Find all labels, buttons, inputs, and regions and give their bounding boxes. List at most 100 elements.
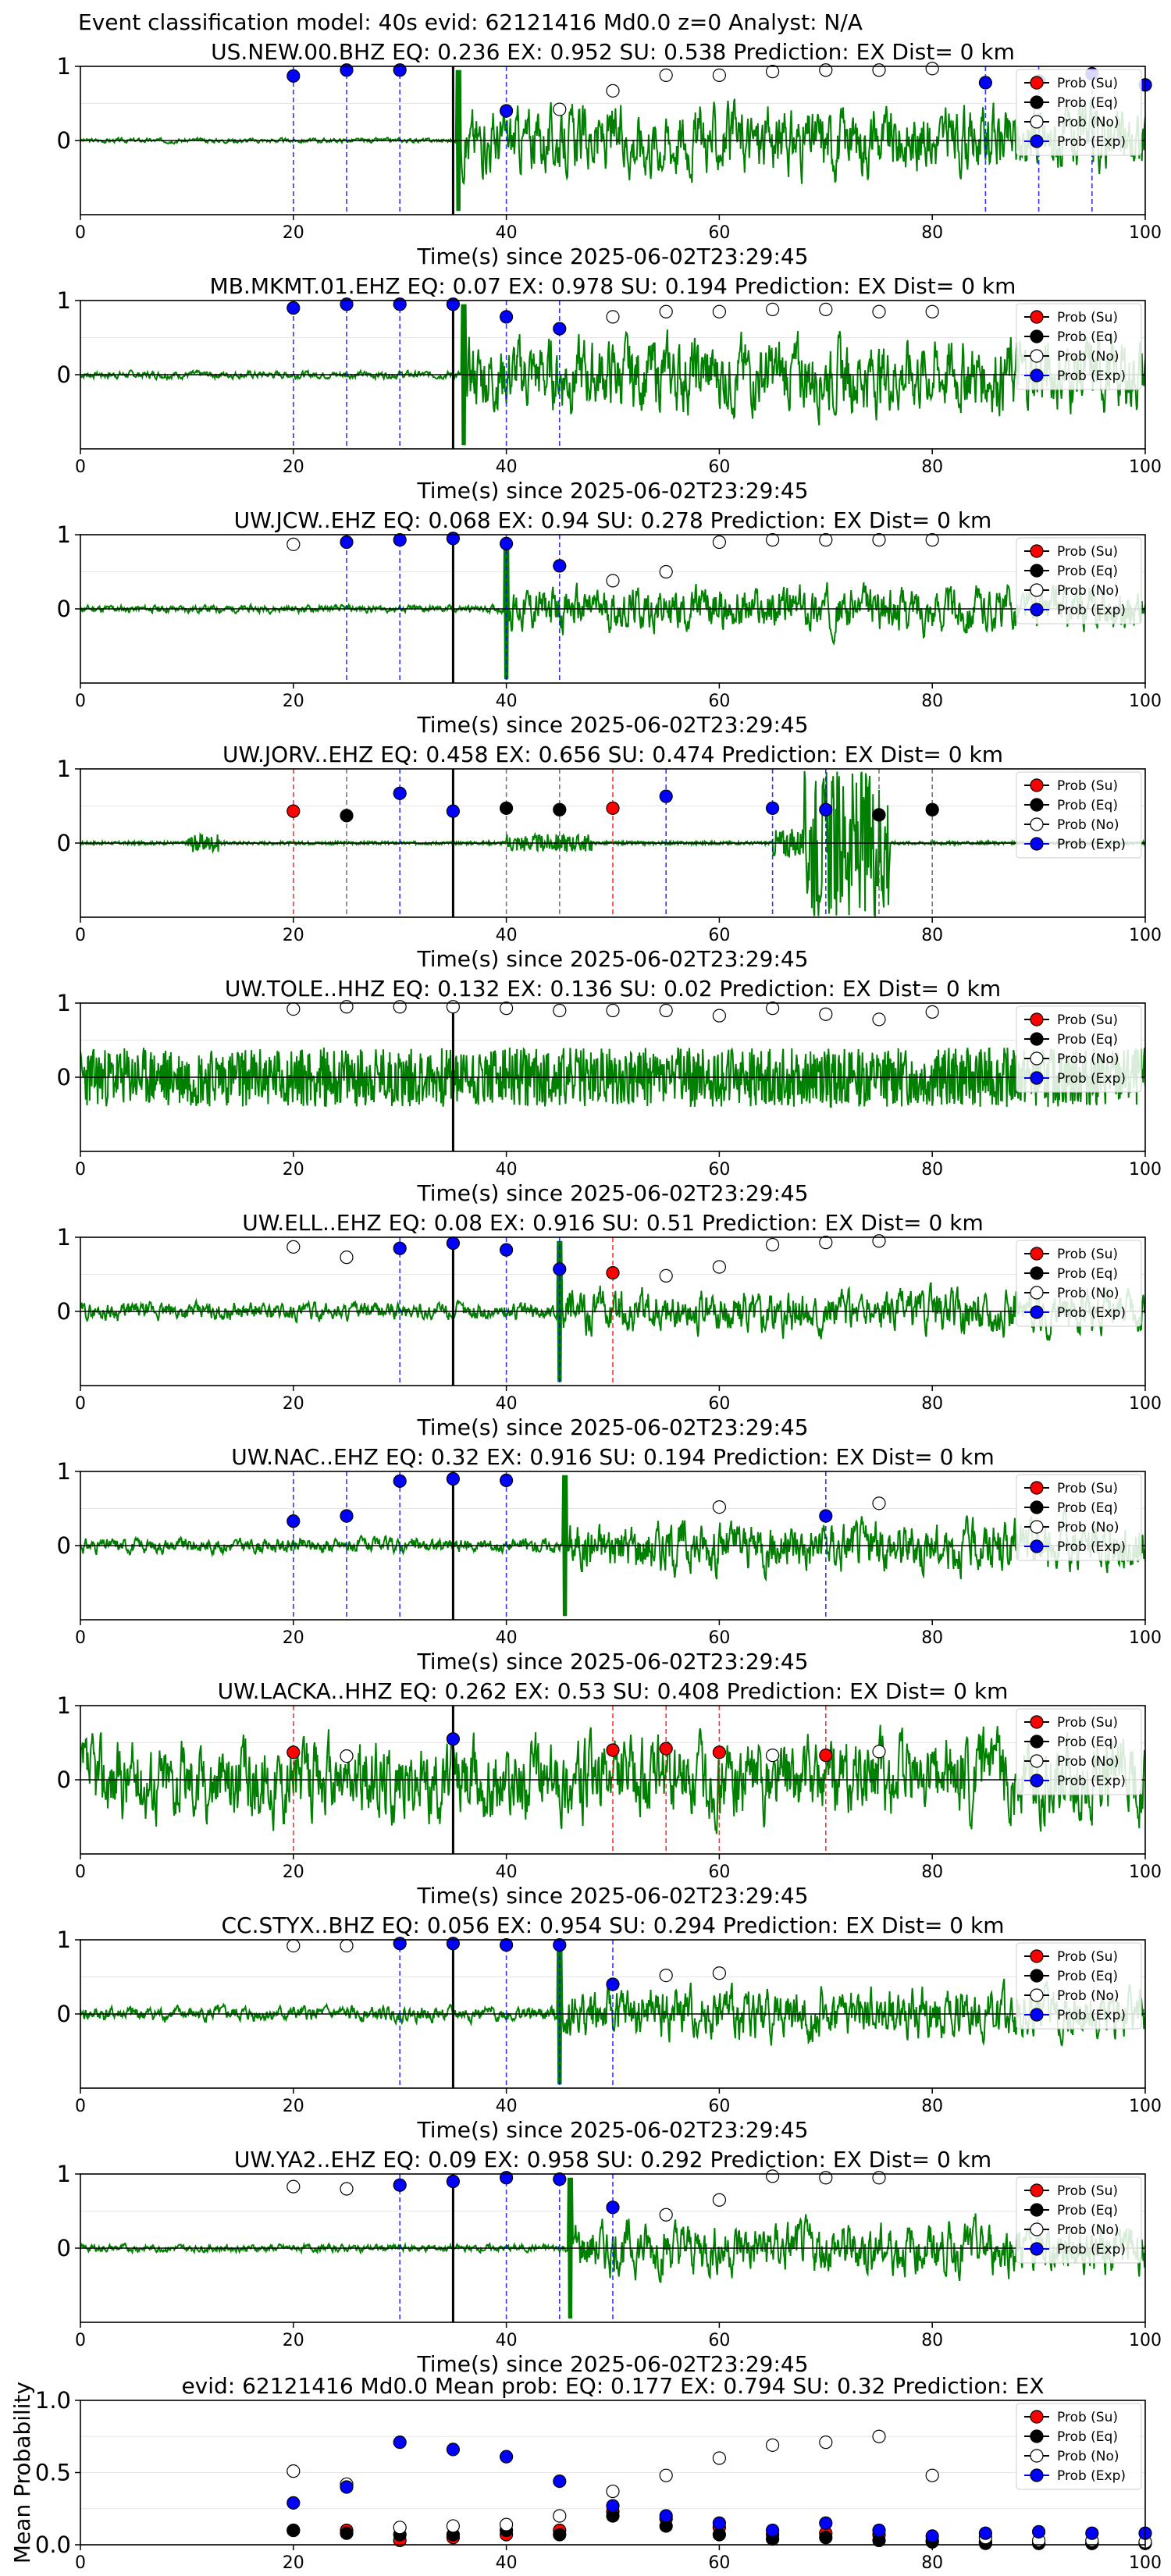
prob-point-su — [606, 1265, 620, 1280]
legend-box — [1016, 1474, 1142, 1561]
prob-point-eq — [499, 801, 514, 815]
chart-panel-1: US.NEW.00.BHZ EQ: 0.236 EX: 0.952 SU: 0.… — [57, 39, 1162, 269]
legend-box — [1016, 1942, 1142, 2030]
legend-entry: Prob (Su) — [1057, 778, 1118, 794]
prob-point-no — [712, 68, 727, 83]
mean-point-eq — [819, 2531, 833, 2545]
legend-box — [1016, 2403, 1142, 2490]
prob-point-exp — [446, 804, 461, 818]
prob-point-no — [925, 1005, 939, 1019]
x-tick-label: 100 — [1129, 2331, 1162, 2350]
y-tick-label: 0 — [57, 1532, 71, 1559]
x-tick-label: 40 — [496, 1628, 518, 1648]
prob-point-no — [819, 533, 833, 547]
mean-point-no — [872, 2429, 886, 2443]
x-tick-label: 100 — [1129, 1394, 1162, 1414]
prob-point-no — [925, 62, 939, 76]
prob-point-no — [872, 1012, 886, 1026]
legend-marker — [1030, 778, 1044, 792]
x-tick-label: 80 — [921, 692, 943, 711]
prob-point-no — [765, 65, 780, 79]
panel-title: UW.JORV..EHZ EQ: 0.458 EX: 0.656 SU: 0.4… — [222, 742, 1003, 767]
prob-point-exp — [393, 1474, 407, 1488]
legend-marker — [1030, 1539, 1044, 1553]
legend-marker — [1030, 583, 1044, 597]
legend-entry: Prob (Su) — [1057, 2183, 1118, 2199]
x-tick-label: 0 — [75, 926, 86, 945]
legend-marker — [1030, 1735, 1044, 1749]
prob-point-exp — [499, 310, 514, 324]
prob-point-no — [819, 63, 833, 77]
x-tick-label: 80 — [921, 223, 943, 243]
x-tick-label: 20 — [283, 2553, 304, 2573]
mean-point-exp — [499, 2450, 514, 2464]
y-tick-label: 0.0 — [35, 2532, 71, 2558]
prob-point-no — [765, 1237, 780, 1252]
prob-point-no — [712, 304, 727, 318]
legend-marker — [1030, 2468, 1044, 2482]
prob-point-no — [606, 574, 620, 588]
prob-point-exp — [659, 789, 673, 803]
y-tick-label: 1 — [57, 1692, 71, 1719]
prob-point-no — [340, 1939, 354, 1953]
legend-entry: Prob (Eq) — [1057, 329, 1118, 345]
legend-marker — [1030, 2429, 1044, 2443]
legend-entry: Prob (Exp) — [1057, 1539, 1126, 1555]
prob-point-exp — [553, 559, 567, 573]
legend-marker — [1030, 1032, 1044, 1046]
x-tick-label: 100 — [1129, 1160, 1162, 1179]
panel-title: UW.TOLE..HHZ EQ: 0.132 EX: 0.136 SU: 0.0… — [225, 976, 1001, 1002]
chart-panel-2: MB.MKMT.01.EHZ EQ: 0.07 EX: 0.978 SU: 0.… — [57, 273, 1162, 503]
x-tick-label: 60 — [708, 457, 730, 477]
prob-point-exp — [393, 63, 407, 77]
y-tick-label: 1 — [57, 1458, 71, 1485]
legend-box — [1016, 771, 1142, 859]
x-tick-label: 100 — [1129, 457, 1162, 477]
prob-point-no — [712, 1500, 727, 1514]
x-axis-label: Time(s) since 2025-06-02T23:29:45 — [416, 244, 808, 269]
legend-marker — [1030, 95, 1044, 109]
x-tick-label: 0 — [75, 2097, 86, 2116]
legend-marker — [1030, 1969, 1044, 1983]
prob-point-exp — [499, 1473, 514, 1488]
x-tick-label: 20 — [283, 926, 304, 945]
x-tick-label: 0 — [75, 2553, 86, 2573]
legend-marker — [1030, 837, 1044, 851]
y-tick-label: 0 — [57, 1298, 71, 1325]
x-axis-label: Time(s) since 2025-06-02T23:29:45 — [416, 1414, 808, 1440]
prob-point-exp — [446, 1937, 461, 1951]
legend-marker — [1030, 134, 1044, 148]
x-tick-label: 60 — [708, 926, 730, 945]
legend-marker — [1030, 1520, 1044, 1534]
x-tick-label: 20 — [283, 1160, 304, 1179]
x-tick-label: 60 — [708, 1394, 730, 1414]
prob-point-no — [606, 84, 620, 98]
legend-entry: Prob (Eq) — [1057, 798, 1118, 813]
prob-point-no — [659, 1003, 673, 1018]
x-tick-label: 80 — [921, 1394, 943, 1414]
legend-box — [1016, 1240, 1142, 1327]
prob-point-exp — [499, 2171, 514, 2185]
legend: Prob (Su) Prob (Eq) Prob (No) Prob (Exp) — [1016, 1005, 1142, 1093]
prob-point-exp — [393, 297, 407, 311]
chart-panel-3: UW.JCW..EHZ EQ: 0.068 EX: 0.94 SU: 0.278… — [57, 507, 1162, 738]
mean-point-no — [553, 2509, 567, 2523]
legend: Prob (Su) Prob (Eq) Prob (No) Prob (Exp) — [1016, 2176, 1142, 2264]
mean-point-no — [659, 2468, 673, 2482]
prob-point-exp — [978, 76, 993, 90]
prob-point-no — [446, 1000, 461, 1014]
legend: Prob (Su) Prob (Eq) Prob (No) Prob (Exp) — [1016, 69, 1142, 156]
chart-panel-7: UW.NAC..EHZ EQ: 0.32 EX: 0.916 SU: 0.194… — [57, 1444, 1162, 1674]
mean-point-no — [287, 2464, 301, 2478]
mean-point-exp — [393, 2435, 407, 2450]
mean-point-eq — [712, 2528, 727, 2542]
prob-point-no — [872, 1234, 886, 1248]
legend-entry: Prob (Exp) — [1057, 2008, 1126, 2023]
legend-marker — [1030, 2449, 1044, 2463]
legend-marker — [1030, 329, 1044, 343]
waveform-trace — [80, 1475, 1145, 1617]
legend-entry: Prob (Eq) — [1057, 1500, 1118, 1516]
legend: Prob (Su) Prob (Eq) Prob (No) Prob (Exp) — [1016, 771, 1142, 859]
prob-point-no — [287, 2179, 301, 2194]
prob-point-no — [872, 2171, 886, 2185]
